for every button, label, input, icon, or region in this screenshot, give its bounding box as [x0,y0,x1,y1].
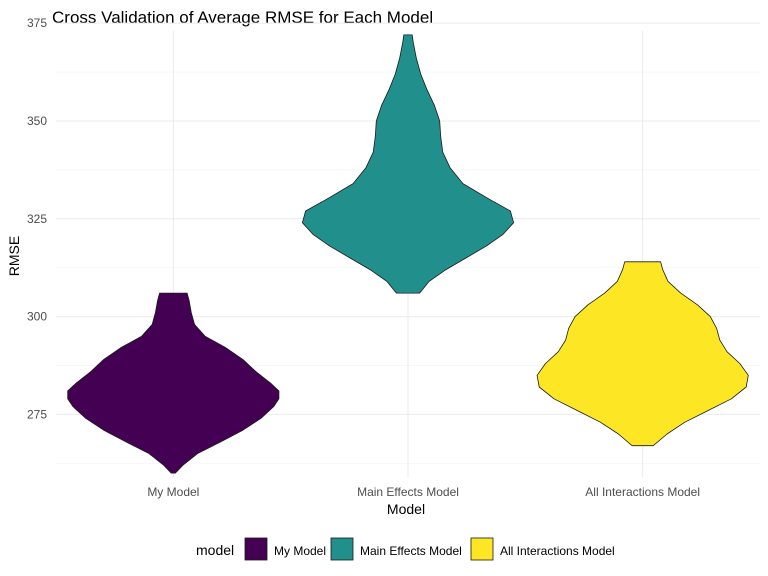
y-axis-title: RMSE [6,236,22,276]
y-tick-label: 300 [27,310,47,324]
x-tick-label: My Model [147,485,199,499]
y-tick-label: 275 [27,407,47,421]
legend-key [244,537,268,561]
legend-title: model [196,542,234,558]
x-tick-label: Main Effects Model [357,485,459,499]
x-tick-label: All Interactions Model [585,485,700,499]
violin-all-interactions-model [536,261,749,447]
violin-my-model [67,292,280,474]
legend-key [330,537,354,561]
y-tick-label: 325 [27,212,47,226]
y-tick-label: 375 [27,16,47,30]
legend-label: All Interactions Model [500,544,615,558]
y-tick-label: 350 [27,114,47,128]
legend-key [470,537,494,561]
violins [67,34,749,474]
x-axis-ticks: My Model Main Effects Model All Interactio… [147,485,700,499]
legend-label: Main Effects Model [360,544,462,558]
legend: model My Model Main Effects Model All Inte… [196,537,615,561]
legend-label: My Model [274,544,326,558]
y-axis-ticks: 275 300 325 350 375 [27,16,47,421]
violin-main-effects-model [302,34,514,294]
chart-title: Cross Validation of Average RMSE for Eac… [52,8,433,27]
x-axis-title: Model [387,501,425,517]
